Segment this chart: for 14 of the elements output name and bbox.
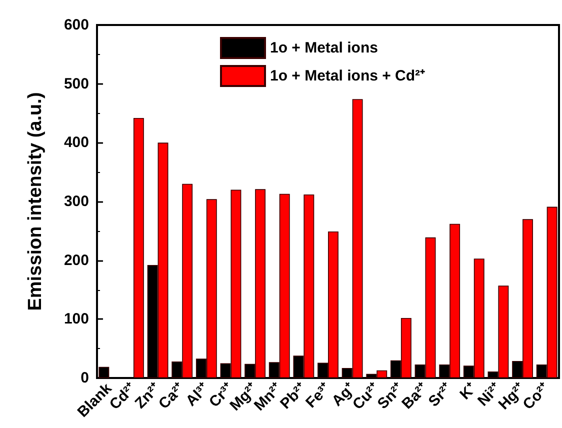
x-tick-label: Sr²⁺ <box>425 380 456 410</box>
y-tick-label: 600 <box>64 16 89 34</box>
y-tick-label: 300 <box>64 193 89 210</box>
bar <box>133 118 144 378</box>
legend-label: 1o + Metal ions <box>270 40 378 56</box>
x-tick-label: Ca²⁺ <box>155 380 188 413</box>
bar <box>98 366 110 378</box>
y-tick-label: 100 <box>64 310 89 328</box>
y-axis-title: Emission intensity (a.u.) <box>25 92 46 311</box>
y-tick-label: 400 <box>64 134 89 152</box>
legend-label: 1o + Metal ions + Cd²⁺ <box>270 68 426 84</box>
y-tick-label: 0 <box>80 370 89 386</box>
y-tick-label: 500 <box>64 75 89 92</box>
y-tick-label: 200 <box>64 252 89 269</box>
